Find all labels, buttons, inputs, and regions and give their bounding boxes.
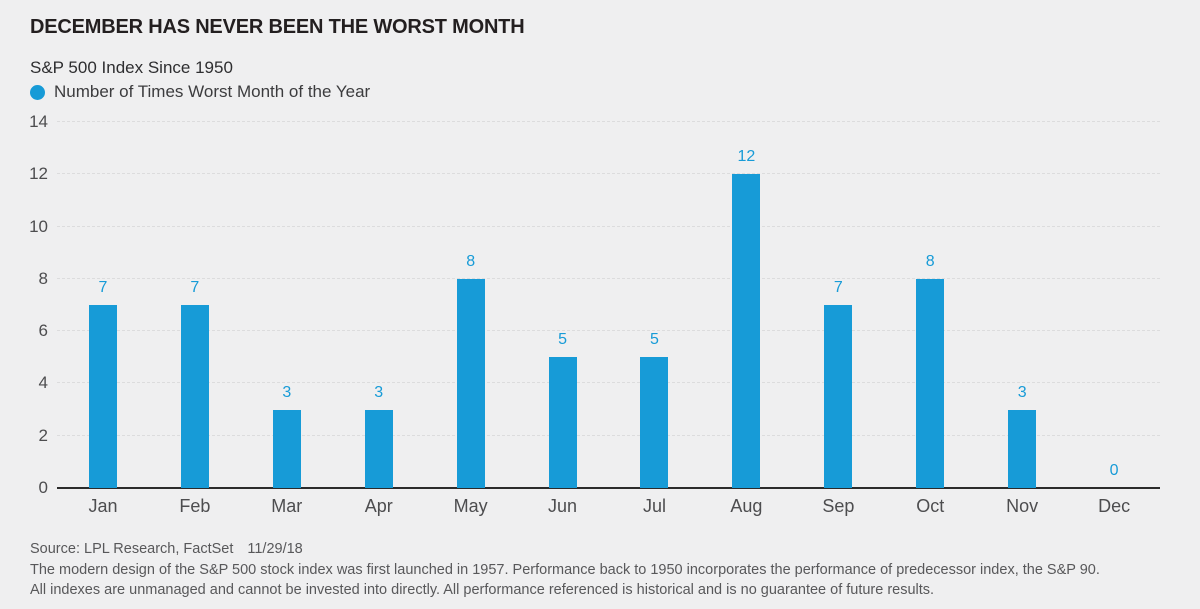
bar-feb	[180, 305, 209, 488]
bar-column-oct: 8 Oct	[884, 122, 976, 516]
y-axis-tick-labels: 0 2 4 6 8 10 12 14	[0, 112, 48, 497]
bar-column-aug: 12 Aug	[700, 122, 792, 516]
bar-value-label-aug: 12	[737, 148, 756, 166]
bar-jun	[548, 357, 577, 488]
x-tick-label-feb: Feb	[179, 496, 211, 516]
y-tick-label-8: 8	[38, 268, 48, 288]
chart-subtitle: S&P 500 Index Since 1950	[30, 58, 233, 77]
bar-jul	[640, 357, 669, 488]
y-tick-label-2: 2	[38, 425, 48, 445]
x-axis-line	[57, 487, 1160, 489]
bar-column-apr: 3 Apr	[333, 122, 425, 516]
bar-value-label-jan: 7	[98, 279, 108, 296]
legend: Number of Times Worst Month of the Year	[30, 82, 370, 102]
bar-column-nov: 3 Nov	[976, 122, 1068, 516]
y-tick-label-6: 6	[38, 321, 48, 341]
y-tick-label-14: 14	[29, 112, 48, 131]
bar-columns: 7 Jan 7 Feb 3 Mar 3 Apr 8 May 5 Jun 5 Jul 12 Aug 7 Sep 8 Oc…	[57, 122, 1160, 516]
bar-may	[456, 278, 485, 488]
bar-oct	[916, 278, 945, 488]
bar-value-label-jun: 5	[558, 331, 568, 349]
bar-value-label-apr: 3	[374, 383, 384, 401]
bar-sep	[824, 305, 853, 488]
x-tick-label-nov: Nov	[1006, 496, 1039, 516]
bar-column-mar: 3 Mar	[241, 122, 333, 516]
gridline-4	[57, 382, 1160, 384]
legend-dot-icon	[30, 84, 45, 100]
chart-plot: 7 Jan 7 Feb 3 Mar 3 Apr 8 May 5 Jun 5 Jul 12 Aug 7 Sep 8 Oc…	[57, 121, 1160, 516]
bar-column-jul: 5 Jul	[609, 122, 701, 516]
x-tick-label-sep: Sep	[822, 496, 855, 516]
bar-mar	[272, 409, 301, 488]
x-tick-label-jun: Jun	[548, 496, 578, 516]
legend-label: Number of Times Worst Month of the Year	[54, 82, 371, 101]
bar-value-label-feb: 7	[190, 279, 200, 296]
bar-column-jun: 5 Jun	[517, 122, 609, 516]
x-tick-label-dec: Dec	[1098, 496, 1131, 516]
x-tick-label-may: May	[453, 496, 488, 516]
footnote-line-1: The modern design of the S&P 500 stock i…	[30, 561, 1100, 578]
bar-value-label-dec: 0	[1109, 462, 1119, 479]
gridline-8	[57, 277, 1160, 279]
x-tick-label-apr: Apr	[364, 496, 393, 516]
footnote-line-2: All indexes are unmanaged and cannot be …	[30, 582, 935, 598]
gridline-6	[57, 330, 1160, 332]
x-tick-label-jan: Jan	[88, 496, 118, 516]
bar-jan	[88, 305, 117, 488]
source-text: Source: LPL Research, FactSet	[30, 541, 234, 557]
bar-value-label-may: 8	[466, 252, 476, 270]
y-tick-label-0: 0	[38, 478, 48, 497]
gridline-2	[57, 434, 1160, 436]
chart-title: DECEMBER HAS NEVER BEEN THE WORST MONTH	[30, 16, 525, 38]
gridline-14	[57, 121, 1160, 122]
bar-value-label-sep: 7	[833, 279, 843, 296]
x-tick-label-aug: Aug	[730, 496, 763, 516]
bar-value-label-jul: 5	[650, 331, 659, 349]
source-line: Source: LPL Research, FactSet 11/29/18	[30, 539, 1180, 560]
y-tick-label-10: 10	[29, 216, 48, 236]
bar-column-may: 8 May	[425, 122, 517, 516]
bar-value-label-mar: 3	[282, 383, 292, 401]
source-date: 11/29/18	[247, 541, 303, 557]
y-tick-label-4: 4	[38, 373, 48, 393]
bar-column-feb: 7 Feb	[149, 122, 241, 516]
x-tick-label-mar: Mar	[271, 496, 303, 516]
bar-aug	[732, 174, 761, 488]
gridline-12	[57, 173, 1160, 175]
bar-value-label-nov: 3	[1017, 383, 1027, 401]
x-tick-label-oct: Oct	[916, 496, 945, 516]
y-tick-label-12: 12	[29, 164, 48, 184]
bar-column-dec: 0 Dec	[1068, 122, 1160, 516]
bar-column-jan: 7 Jan	[57, 122, 149, 516]
bar-apr	[364, 409, 393, 488]
footer: Source: LPL Research, FactSet 11/29/18 Th…	[30, 539, 1180, 601]
bar-value-label-oct: 8	[925, 252, 935, 270]
gridline-10	[57, 225, 1160, 227]
bar-column-sep: 7 Sep	[792, 122, 884, 516]
x-tick-label-jul: Jul	[642, 496, 666, 516]
bar-nov	[1008, 409, 1037, 488]
